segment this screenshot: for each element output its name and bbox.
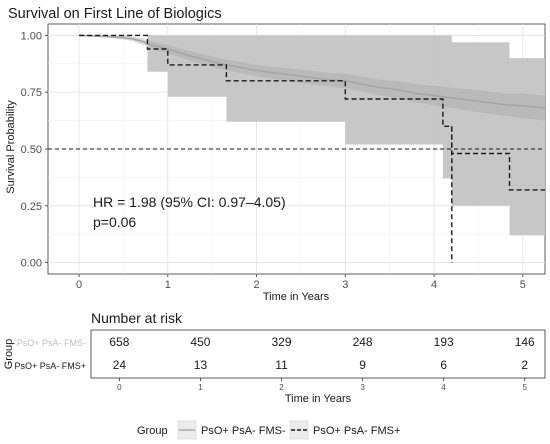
risk-x-ticks: 0 1 2 3 4 5 <box>117 378 528 392</box>
risk-counts: 658 450 329 248 193 146 24 13 11 9 6 2 <box>109 335 535 372</box>
chart-title: Survival on First Line of Biologics <box>8 6 222 22</box>
risk-x-tick-label: 1 <box>198 383 203 392</box>
x-tick-label: 3 <box>342 279 348 291</box>
risk-table-x-label: Time in Years <box>285 393 352 405</box>
legend: Group PsO+ PsA- FMS- PsO+ PsA- FMS+ <box>137 420 400 440</box>
risk-x-tick-label: 3 <box>360 383 365 392</box>
y-tick-label: 1.00 <box>21 30 42 42</box>
risk-count-cell: 450 <box>190 335 210 349</box>
y-axis-ticks: 0.00 0.25 0.50 0.75 1.00 <box>21 30 48 270</box>
risk-row-label: PsO+ PsA- FMS+ <box>14 361 86 371</box>
x-tick-label: 5 <box>520 279 526 291</box>
risk-count-cell: 11 <box>275 358 288 372</box>
risk-count-cell: 146 <box>515 335 535 349</box>
x-tick-label: 1 <box>165 279 171 291</box>
survival-curve-fms-minus <box>79 34 546 109</box>
risk-table-border <box>90 329 546 379</box>
risk-x-tick-label: 5 <box>523 383 528 392</box>
legend-title: Group <box>137 425 168 437</box>
y-tick-label: 0.50 <box>21 144 42 156</box>
y-tick-label: 0.75 <box>21 87 42 99</box>
x-tick-label: 0 <box>76 279 82 291</box>
risk-count-cell: 658 <box>109 335 129 349</box>
risk-count-cell: 13 <box>194 358 208 372</box>
y-axis-label: Survival Probability <box>5 100 17 194</box>
x-axis-label: Time in Years <box>263 291 330 303</box>
y-tick-label: 0.25 <box>21 201 42 213</box>
survival-curves <box>79 34 546 263</box>
risk-x-tick-label: 4 <box>441 383 446 392</box>
p-value-annotation: p=0.06 <box>93 214 136 230</box>
risk-table-title: Number at risk <box>91 310 183 326</box>
x-tick-label: 2 <box>254 279 260 291</box>
risk-count-cell: 6 <box>440 358 447 372</box>
risk-table: Number at risk Group PsO+ PsA- FMS- PsO+… <box>3 310 546 405</box>
risk-row-label: PsO+ PsA- FMS- <box>17 338 86 348</box>
y-tick-label: 0.00 <box>21 258 42 270</box>
risk-count-cell: 193 <box>434 335 454 349</box>
legend-label-fms-minus: PsO+ PsA- FMS- <box>201 425 286 437</box>
risk-x-tick-label: 0 <box>117 383 122 392</box>
risk-count-cell: 9 <box>359 358 366 372</box>
risk-count-cell: 329 <box>272 335 292 349</box>
risk-table-y-label: Group <box>3 339 15 370</box>
x-tick-label: 4 <box>431 279 437 291</box>
plot-panel <box>47 23 546 275</box>
legend-label-fms-plus: PsO+ PsA- FMS+ <box>313 425 400 437</box>
risk-count-cell: 2 <box>521 358 528 372</box>
ci-band-fms-plus <box>79 35 545 236</box>
x-axis-ticks: 0 1 2 3 4 5 <box>76 274 526 291</box>
risk-count-cell: 24 <box>113 358 127 372</box>
risk-count-cell: 248 <box>353 335 373 349</box>
hazard-ratio-annotation: HR = 1.98 (95% CI: 0.97–4.05) <box>93 194 286 210</box>
risk-x-tick-label: 2 <box>279 383 284 392</box>
